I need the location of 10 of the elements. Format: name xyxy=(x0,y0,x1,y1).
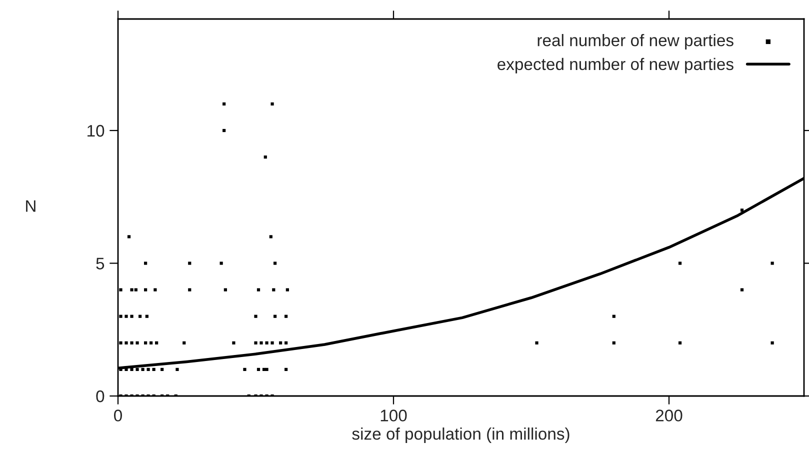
y-tick-label: 5 xyxy=(96,258,104,270)
legend-label: expected number of new parties xyxy=(498,58,734,74)
x-tick-label: 200 xyxy=(656,410,682,422)
y-tick-label: 10 xyxy=(88,124,104,137)
x-tick-label: 0 xyxy=(114,410,122,422)
legend-label: real number of new parties xyxy=(538,34,734,50)
x-axis-title: size of population (in millions) xyxy=(352,428,570,444)
x-tick-label: 100 xyxy=(380,410,407,422)
y-axis-title: N xyxy=(26,200,36,212)
y-tick-label: 0 xyxy=(96,390,104,402)
